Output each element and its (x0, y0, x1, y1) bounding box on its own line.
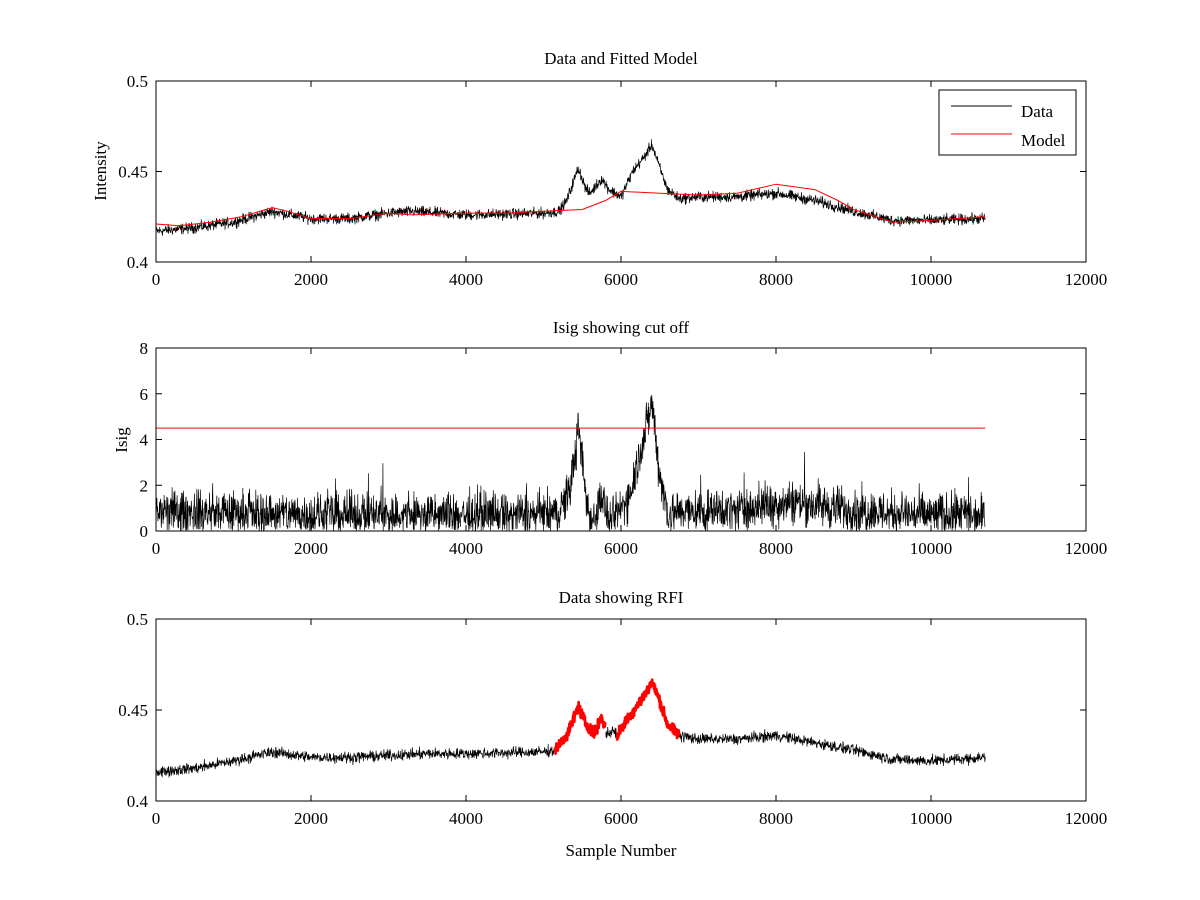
axes-frame-overlay (155, 347, 1087, 532)
y-tick-label: 6 (140, 385, 149, 404)
y-axis-ticks: 0.4 0.45 0.5 (118, 610, 1086, 811)
y-tick-label: 0.45 (118, 163, 148, 182)
x-axis-ticks: 0 2000 4000 6000 8000 10000 12000 (152, 348, 1108, 558)
x-tick-label: 12000 (1065, 809, 1108, 828)
axes-frame (155, 80, 1087, 263)
series-line-0 (155, 139, 986, 236)
x-tick-label: 8000 (759, 270, 793, 289)
legend-box (938, 89, 1077, 156)
y-tick-label: 0.45 (118, 701, 148, 720)
axes-frame-overlay (155, 80, 1087, 263)
x-tick-label: 4000 (449, 270, 483, 289)
y-axis-ticks: 0.4 0.45 0.5 (118, 72, 1086, 272)
y-tick-label: 4 (140, 431, 149, 450)
y-tick-label: 0.4 (127, 253, 149, 272)
y-tick-label: 8 (140, 339, 149, 358)
series-layer (155, 394, 986, 532)
x-tick-label: 10000 (910, 270, 953, 289)
x-tick-label: 10000 (910, 809, 953, 828)
x-tick-label: 4000 (449, 539, 483, 558)
y-tick-label: 0 (140, 522, 149, 541)
y-tick-label: 0.5 (127, 72, 148, 91)
x-tick-label: 12000 (1065, 270, 1108, 289)
axes-frame-overlay (155, 618, 1087, 802)
x-axis-ticks: 0 2000 4000 6000 8000 10000 12000 (152, 619, 1108, 828)
panel-data-showing-rfi: 0 2000 4000 6000 8000 10000 12000 0.4 0.45 0.5 D… (118, 588, 1107, 860)
x-axis-ticks: 0 2000 4000 6000 8000 10000 12000 (152, 81, 1108, 289)
y-tick-label: 0.5 (127, 610, 148, 629)
x-tick-label: 6000 (604, 270, 638, 289)
x-tick-label: 12000 (1065, 539, 1108, 558)
x-tick-label: 8000 (759, 809, 793, 828)
y-axis-label: Intensity (91, 141, 110, 201)
x-tick-label: 10000 (910, 539, 953, 558)
legend: Data Model (938, 89, 1077, 156)
panel-isig-showing-cut-off: 0 2000 4000 6000 8000 10000 12000 0 2 4 6 8 Isig s… (112, 318, 1107, 558)
x-tick-label: 6000 (604, 539, 638, 558)
series-line-1 (155, 183, 986, 227)
x-tick-label: 0 (152, 539, 161, 558)
x-tick-label: 0 (152, 270, 161, 289)
x-tick-label: 2000 (294, 270, 328, 289)
series-layer (155, 678, 986, 778)
y-tick-label: 0.4 (127, 792, 149, 811)
y-axis-label: Isig (112, 427, 131, 453)
axes-frame (155, 618, 1087, 802)
x-tick-label: 8000 (759, 539, 793, 558)
x-tick-label: 4000 (449, 809, 483, 828)
series-line-0 (155, 394, 986, 532)
legend-entry-data: Data (1021, 102, 1054, 121)
x-axis-label: Sample Number (566, 841, 677, 860)
series-line-0 (155, 726, 986, 778)
y-tick-label: 2 (140, 476, 149, 495)
series-markers-1 (553, 678, 681, 755)
x-tick-label: 2000 (294, 539, 328, 558)
x-tick-label: 2000 (294, 809, 328, 828)
x-tick-label: 6000 (604, 809, 638, 828)
chart-title: Isig showing cut off (553, 318, 689, 337)
x-tick-label: 0 (152, 809, 161, 828)
series-layer (155, 139, 986, 236)
legend-entry-model: Model (1021, 131, 1066, 150)
panel-data-and-fitted-model: 0 2000 4000 6000 8000 10000 12000 0.4 0.45 0.5 D… (91, 49, 1107, 289)
chart-title: Data showing RFI (559, 588, 684, 607)
chart-title: Data and Fitted Model (544, 49, 698, 68)
